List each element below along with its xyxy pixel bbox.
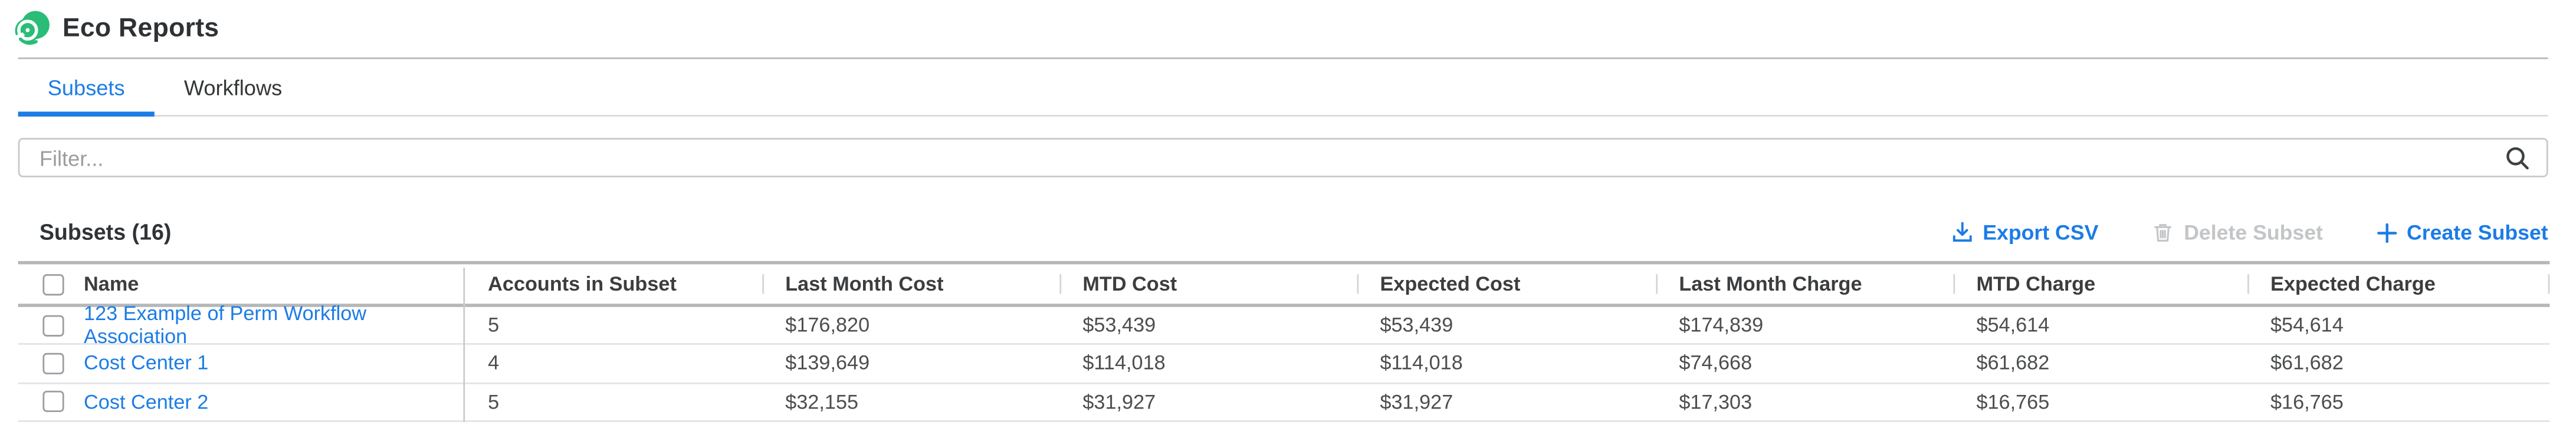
header-cell-last-month-charge: Last Month Charge [1656, 264, 1953, 304]
cell-accounts: 5 [488, 314, 500, 337]
name-column-divider [463, 267, 466, 422]
header-cell-mtd-cost: MTD Cost [1059, 264, 1357, 304]
column-header-label: MTD Cost [1082, 272, 1177, 296]
delete-subset-button[interactable]: Delete Subset [2152, 220, 2323, 245]
tab-workflows[interactable]: Workflows [155, 59, 312, 115]
cell-last-month-charge: $17,303 [1679, 390, 1753, 414]
table-row: Cost Center 1 4 $139,649 $114,018 $114,0… [18, 345, 2550, 384]
cell-mtd-charge: $61,682 [1976, 352, 2050, 375]
cell-name: Cost Center 1 [18, 345, 464, 382]
column-header-label: Name [84, 272, 139, 296]
eco-logo-icon [13, 10, 51, 48]
trash-icon [2152, 222, 2174, 243]
cell-last-month-cost: $176,820 [785, 314, 870, 337]
cell-mtd-charge: $16,765 [1976, 390, 2050, 414]
filter-input[interactable] [39, 145, 2506, 170]
search-icon[interactable] [2505, 145, 2530, 170]
row-checkbox[interactable] [42, 352, 64, 374]
header-cell-expected-charge: Expected Charge [2247, 264, 2550, 304]
cell-accounts: 5 [488, 390, 500, 414]
column-header-label: Last Month Charge [1679, 272, 1862, 296]
cell-mtd-cost: $53,439 [1082, 314, 1156, 337]
page-title: Eco Reports [62, 14, 219, 42]
cell-name: 123 Example of Perm Workflow Association [18, 302, 464, 348]
cell-accounts: 4 [488, 352, 500, 375]
download-icon [1951, 222, 1973, 243]
select-all-checkbox[interactable] [42, 273, 64, 295]
cell-last-month-cost: $139,649 [785, 352, 870, 375]
table-header-row: Name Accounts in Subset Last Month Cost … [18, 264, 2550, 307]
cell-expected-charge: $61,682 [2270, 352, 2344, 375]
cell-last-month-cost: $32,155 [785, 390, 859, 414]
column-header-label: Last Month Cost [785, 272, 944, 296]
header-cell-expected-cost: Expected Cost [1357, 264, 1656, 304]
cell-expected-cost: $114,018 [1380, 352, 1463, 375]
section-bar: Subsets (16) Export CSV [40, 220, 2548, 245]
row-checkbox[interactable] [42, 314, 64, 336]
cell-mtd-cost: $114,018 [1082, 352, 1166, 375]
header-cell-last-month-cost: Last Month Cost [762, 264, 1059, 304]
app-header: Eco Reports [0, 0, 2576, 57]
export-csv-button[interactable]: Export CSV [1951, 220, 2098, 245]
cell-last-month-charge: $74,668 [1679, 352, 1753, 375]
tab-bar: Subsets Workflows [18, 59, 2548, 117]
column-header-label: Expected Cost [1380, 272, 1521, 296]
tab-subsets-label: Subsets [47, 74, 125, 100]
cell-name: Cost Center 2 [18, 384, 464, 420]
active-tab-underline [18, 112, 155, 117]
section-title: Subsets (16) [39, 220, 172, 245]
header-cell-mtd-charge: MTD Charge [1953, 264, 2247, 304]
table-row: 123 Example of Perm Workflow Association… [18, 302, 2550, 348]
subset-name-link[interactable]: Cost Center 1 [84, 352, 209, 375]
create-subset-label: Create Subset [2406, 220, 2548, 245]
subset-name-link[interactable]: 123 Example of Perm Workflow Association [84, 302, 367, 348]
column-header-label: Accounts in Subset [488, 272, 677, 296]
cell-expected-cost: $31,927 [1380, 390, 1453, 414]
subsets-table: Name Accounts in Subset Last Month Cost … [18, 261, 2550, 422]
action-buttons: Export CSV Delete Subset [1951, 220, 2548, 245]
cell-expected-cost: $53,439 [1380, 314, 1453, 337]
cell-expected-charge: $16,765 [2270, 390, 2344, 414]
column-header-label: Expected Charge [2270, 272, 2436, 296]
column-header-label: MTD Charge [1976, 272, 2096, 296]
tab-workflows-label: Workflows [183, 74, 283, 100]
row-checkbox[interactable] [42, 391, 64, 413]
cell-mtd-charge: $54,614 [1976, 314, 2050, 337]
subset-name-link[interactable]: Cost Center 2 [84, 390, 209, 414]
cell-mtd-cost: $31,927 [1082, 390, 1156, 414]
plus-icon [2377, 222, 2397, 242]
cell-last-month-charge: $174,839 [1679, 314, 1764, 337]
cell-expected-charge: $54,614 [2270, 314, 2344, 337]
filter-box [18, 137, 2548, 177]
header-divider [18, 57, 2548, 60]
header-cell-accounts: Accounts in Subset [463, 264, 762, 304]
export-csv-label: Export CSV [1983, 220, 2099, 245]
create-subset-button[interactable]: Create Subset [2377, 220, 2548, 245]
tab-subsets[interactable]: Subsets [18, 59, 155, 117]
delete-subset-label: Delete Subset [2184, 220, 2323, 245]
header-cell-name: Name [18, 264, 464, 304]
table-row: Cost Center 2 5 $32,155 $31,927 $31,927 … [18, 384, 2550, 422]
